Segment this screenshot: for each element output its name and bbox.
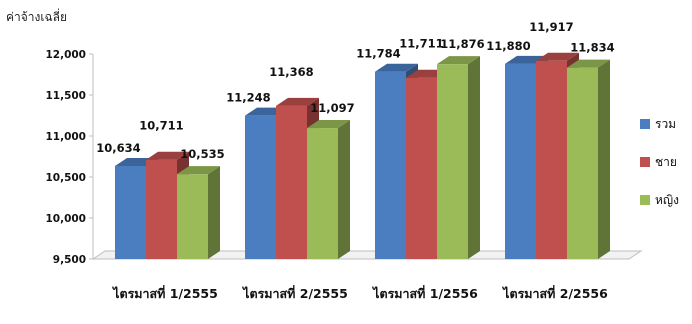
data-label-2-3: 11,711 — [399, 37, 443, 51]
bar-3-3 — [437, 56, 480, 259]
data-label-3-3: 11,876 — [440, 37, 484, 51]
bar-side — [468, 56, 480, 259]
bar-side — [598, 59, 610, 259]
y-tick-label: 11,500 — [45, 90, 86, 102]
y-tick-label: 12,000 — [45, 49, 86, 61]
bar-front — [276, 105, 307, 259]
x-axis-labels: ไตรมาสที่ 1/2555 ไตรมาสที่ 2/2555 ไตรมาสที… — [111, 285, 608, 301]
data-label-3-2: 11,097 — [310, 101, 354, 115]
legend-label: รวม — [655, 117, 676, 131]
y-axis: 9,500 10,000 10,500 11,000 11,500 12,000 — [45, 49, 94, 266]
bar-front — [245, 115, 276, 259]
data-label-1-2: 11,248 — [226, 91, 270, 105]
bar-side — [338, 120, 350, 260]
bar-top — [146, 151, 189, 160]
data-labels: 10,634 10,711 10,535 11,248 11,368 11,097 11,7… — [96, 20, 614, 161]
data-label-1-4: 11,880 — [486, 39, 530, 53]
bar-front — [505, 63, 536, 260]
y-tick-label: 10,500 — [45, 172, 86, 184]
bar-front — [146, 159, 177, 259]
bar-top — [375, 63, 418, 72]
x-category-label: ไตรมาสที่ 2/2555 — [241, 285, 348, 301]
y-tick-label: 10,000 — [45, 213, 86, 225]
bar-top — [177, 166, 220, 175]
bar-3-4 — [567, 59, 610, 259]
bar-3-2 — [307, 120, 350, 260]
x-category-label: ไตรมาสที่ 1/2555 — [111, 285, 218, 301]
legend-swatch — [640, 119, 650, 129]
bar-front — [437, 64, 468, 259]
data-label-1-1: 10,634 — [96, 141, 140, 155]
bar-front — [115, 166, 146, 259]
data-label-1-3: 11,784 — [356, 47, 400, 61]
data-label-2-4: 11,917 — [529, 20, 573, 34]
bar-front — [536, 60, 567, 259]
bar-front — [307, 128, 338, 259]
bar-front — [567, 67, 598, 259]
bar-top — [437, 56, 480, 65]
data-label-3-4: 11,834 — [570, 41, 614, 55]
legend-label: หญิง — [655, 193, 679, 207]
data-label-3-1: 10,535 — [180, 147, 224, 161]
x-category-label: ไตรมาสที่ 1/2556 — [371, 285, 478, 301]
bar-top — [307, 120, 350, 129]
bar-top — [276, 97, 319, 106]
data-label-2-2: 11,368 — [269, 65, 313, 79]
data-label-2-1: 10,711 — [139, 119, 183, 133]
y-tick-label: 9,500 — [53, 254, 86, 266]
bar-3-1 — [177, 166, 220, 259]
legend-label: ชาย — [655, 155, 677, 169]
bar-front — [375, 71, 406, 259]
x-category-label: ไตรมาสที่ 2/2556 — [501, 285, 608, 301]
bars — [115, 52, 610, 260]
bar-side — [208, 166, 220, 259]
legend-swatch — [640, 195, 650, 205]
bar-front — [177, 174, 208, 259]
bar-top — [567, 59, 610, 68]
bar-front — [406, 77, 437, 259]
legend-swatch — [640, 157, 650, 167]
bar-top — [536, 52, 579, 61]
y-axis-label: ค่าจ้างเฉลี่ย — [6, 8, 67, 24]
y-tick-label: 11,000 — [45, 131, 86, 143]
